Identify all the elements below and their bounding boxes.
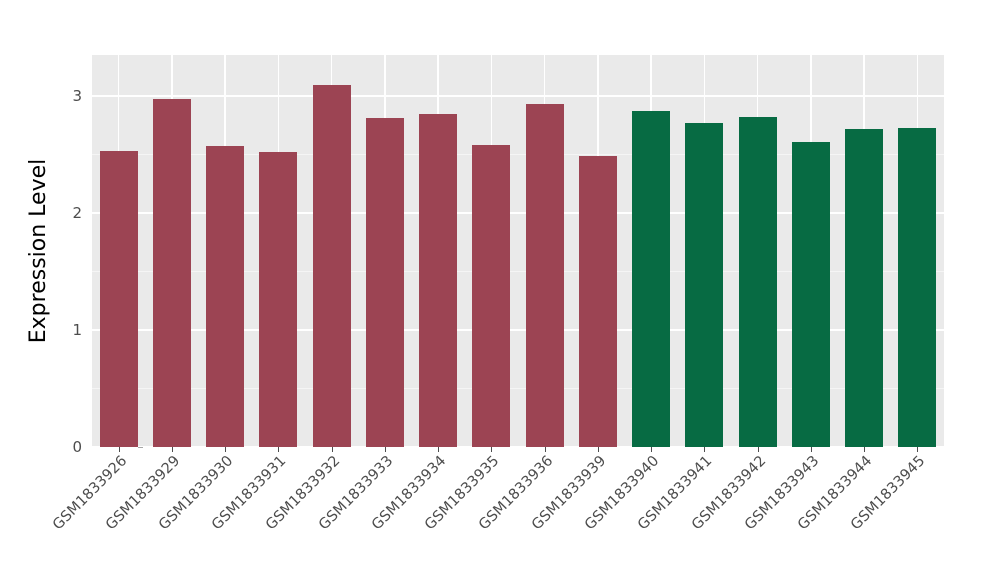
x-axis-tick-mark <box>225 447 227 452</box>
bar <box>259 152 298 447</box>
x-axis-tick-mark <box>278 447 280 452</box>
x-axis-tick-mark <box>704 447 706 452</box>
bar <box>206 146 245 447</box>
bar <box>632 111 671 447</box>
gridline-major-horizontal <box>92 446 944 447</box>
x-axis-tick-mark <box>438 447 440 452</box>
y-axis-tick-mark <box>138 446 143 448</box>
x-axis-tick-mark <box>118 447 120 452</box>
bar <box>738 117 777 447</box>
x-axis-tick-mark <box>864 447 866 452</box>
x-axis-tick-mark <box>331 447 333 452</box>
bar <box>578 155 617 447</box>
x-axis-tick-mark <box>917 447 919 452</box>
gridline-minor-horizontal <box>92 271 944 273</box>
bar <box>419 113 458 447</box>
bar <box>685 122 724 447</box>
y-axis-tick-label: 2 <box>72 203 82 222</box>
x-axis-tick-mark <box>651 447 653 452</box>
x-axis-tick-mark <box>491 447 493 452</box>
y-axis-tick-label: 1 <box>72 320 82 339</box>
x-axis-tick-mark <box>757 447 759 452</box>
x-axis-tick-mark <box>384 447 386 452</box>
bar <box>791 141 830 447</box>
plot-panel <box>92 55 944 447</box>
gridline-major-horizontal <box>92 95 944 97</box>
x-axis-tick-mark <box>544 447 546 452</box>
bar <box>525 104 564 447</box>
x-axis-tick-mark <box>171 447 173 452</box>
y-axis-title: Expression Level <box>26 158 51 344</box>
x-axis-tick-labels: GSM1833926 GSM1833929 GSM1833930 GSM1833931… <box>50 453 944 580</box>
x-axis-tick-mark <box>810 447 812 452</box>
gridline-major-horizontal <box>92 212 944 214</box>
bar <box>312 85 351 447</box>
bar <box>845 128 884 447</box>
gridline-major-horizontal <box>92 329 944 331</box>
bar <box>99 150 138 447</box>
y-axis-tick-label: 0 <box>72 438 82 456</box>
bar <box>898 127 937 447</box>
bar <box>152 99 191 447</box>
gridline-minor-horizontal <box>92 154 944 156</box>
bar <box>365 118 404 447</box>
y-axis-tick-label: 3 <box>72 86 82 105</box>
gridline-minor-horizontal <box>92 388 944 390</box>
x-axis-tick-marks <box>92 447 944 453</box>
bar <box>472 145 511 447</box>
x-axis-tick-mark <box>597 447 599 452</box>
